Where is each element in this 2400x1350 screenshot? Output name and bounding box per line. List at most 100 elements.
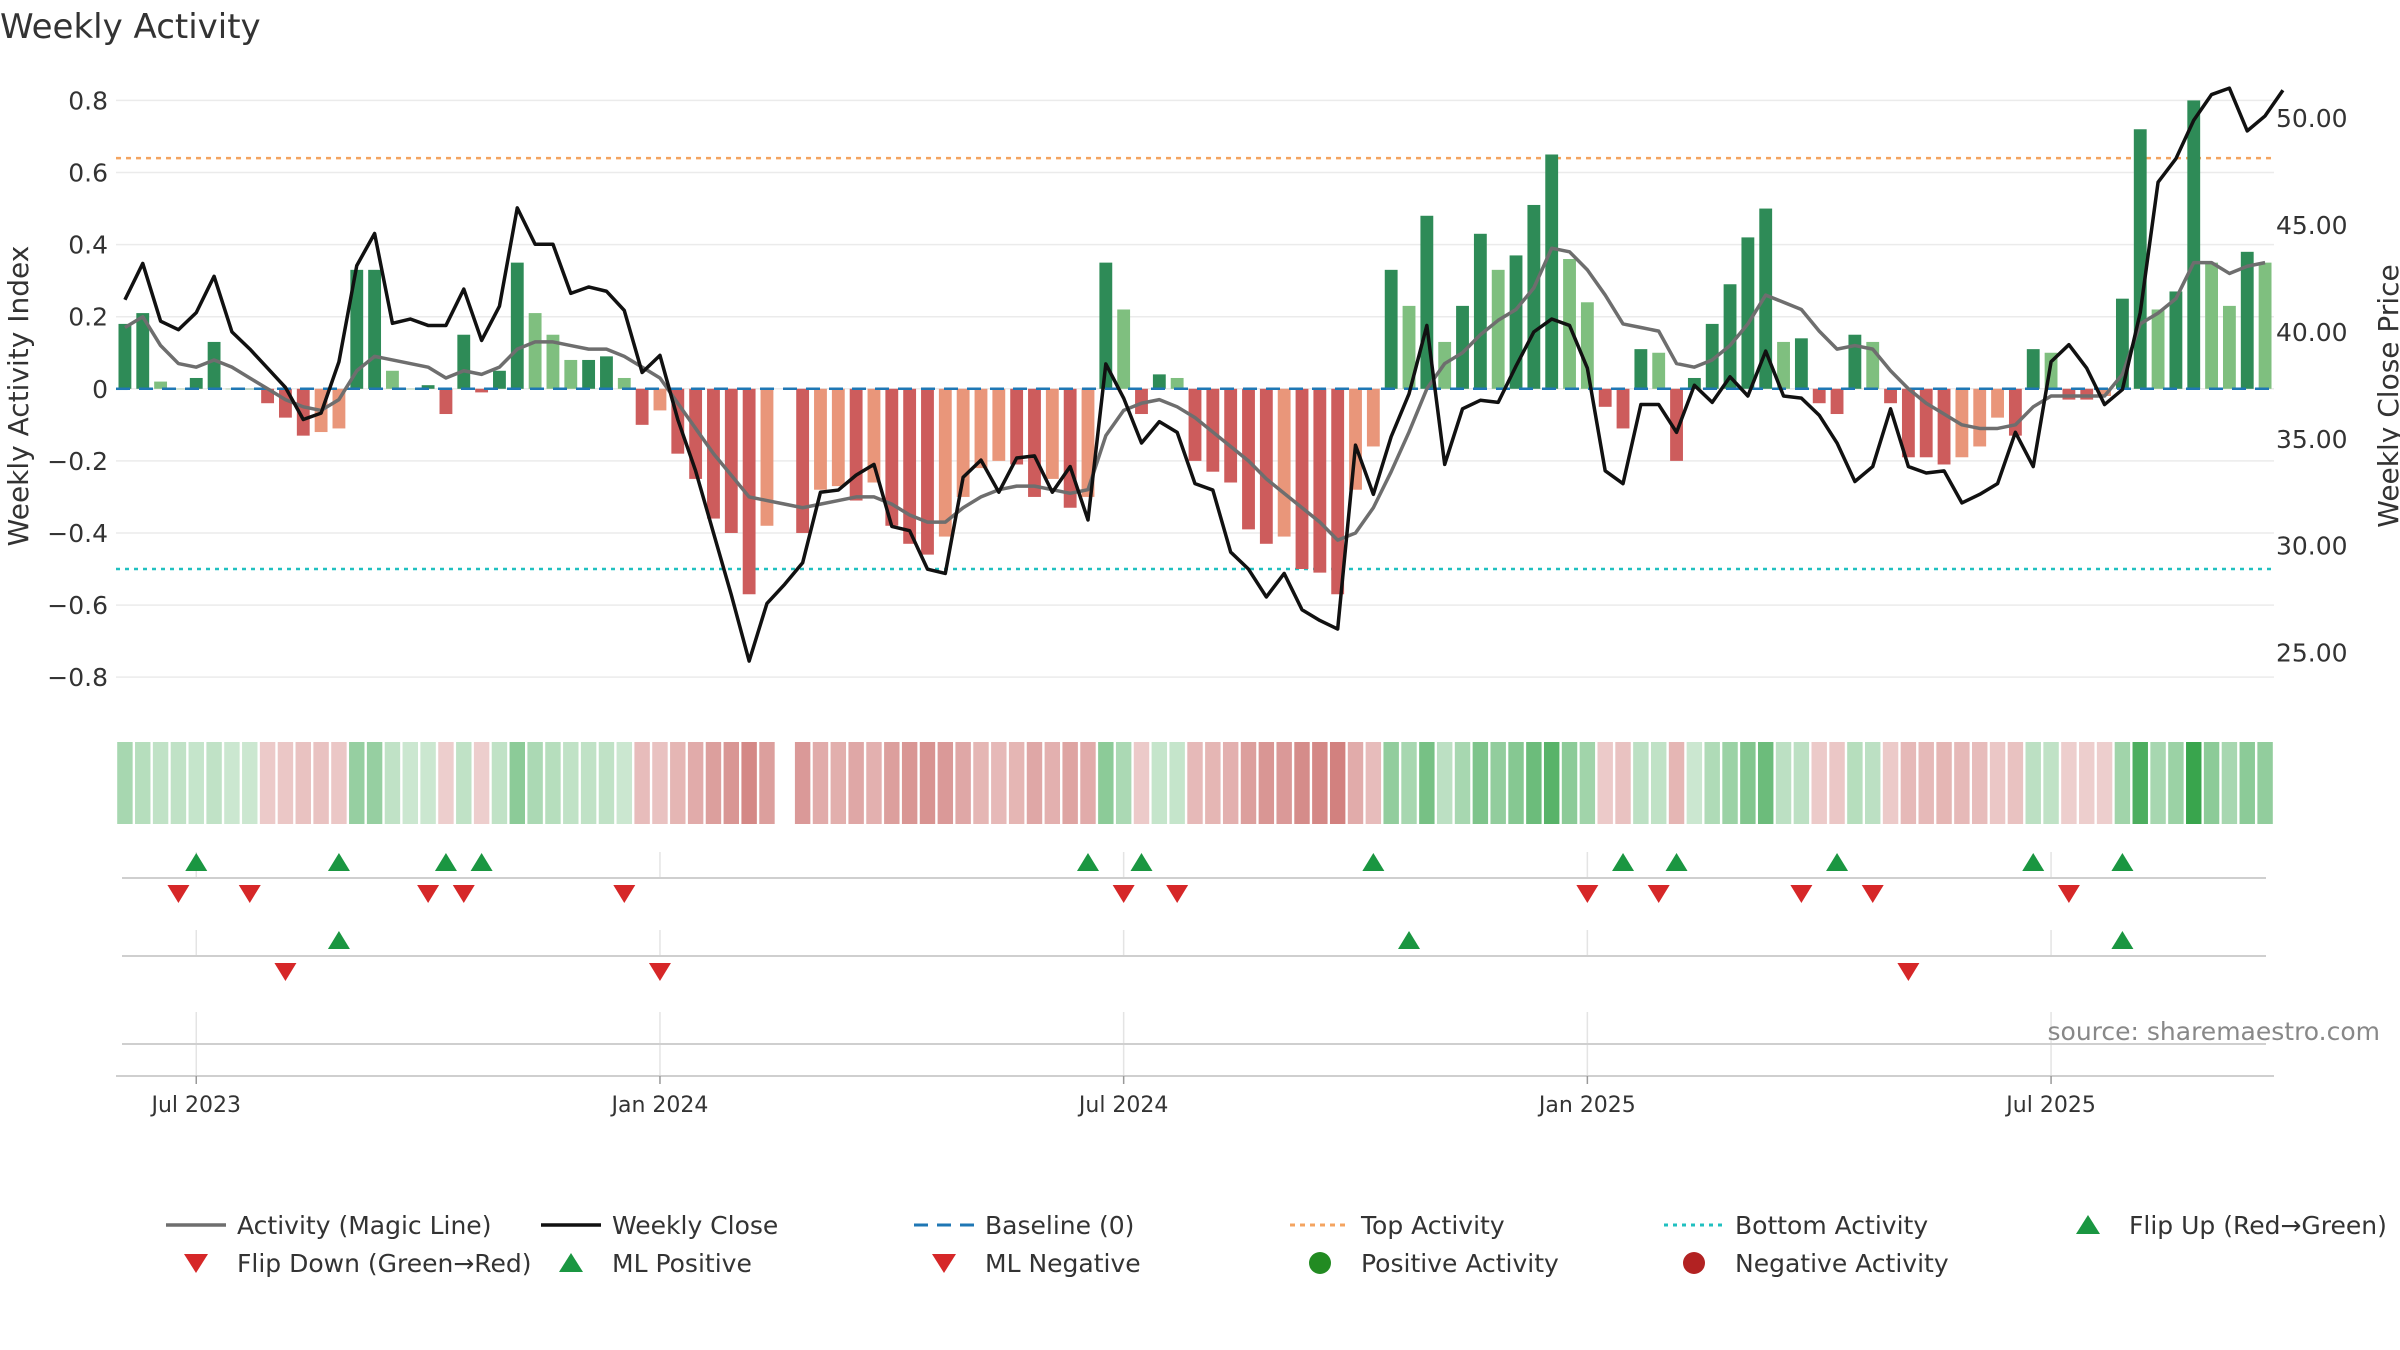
source-label: source: sharemaestro.com	[2048, 1017, 2381, 1046]
activity-bar	[903, 388, 917, 544]
weekly-close-line	[123, 86, 2285, 663]
strip-cell	[1865, 742, 1881, 824]
legend: Activity (Magic Line) Weekly Close Baselin…	[166, 1211, 2387, 1278]
strip-cell	[1936, 742, 1952, 824]
activity-bar	[136, 313, 150, 389]
strip-cell	[1454, 742, 1471, 824]
activity-bar	[1045, 388, 1059, 479]
legend-item: Baseline (0)	[914, 1211, 1134, 1240]
right-tick-label: 40.00	[2276, 318, 2348, 347]
strip-cell	[295, 742, 311, 824]
legend-swatch	[184, 1254, 208, 1273]
marker-up	[1612, 853, 1635, 871]
ml-markers-panel	[122, 930, 2266, 981]
activity-bar	[938, 388, 952, 537]
activity-bar	[1991, 388, 2004, 418]
left-tick-label: −0.2	[47, 447, 108, 476]
activity-strip	[117, 742, 2273, 824]
strip-cell	[1668, 742, 1685, 824]
strip-cell	[741, 742, 757, 824]
activity-bar	[796, 388, 810, 533]
x-tick-label: Jul 2025	[2004, 1093, 2096, 1118]
marker-down	[613, 885, 636, 903]
strip-cell	[313, 742, 329, 824]
strip-cell	[830, 742, 847, 824]
activity-bar	[2151, 309, 2165, 389]
marker-down	[1647, 885, 1670, 903]
activity-bar	[849, 388, 863, 501]
strip-cell	[170, 742, 187, 824]
activity-bar	[1634, 349, 1648, 389]
marker-down	[1861, 885, 1884, 903]
strip-cell	[1294, 742, 1310, 824]
activity-bar	[154, 381, 168, 389]
activity-bar	[1687, 377, 1701, 389]
strip-cell	[1115, 742, 1132, 824]
right-tick-label: 35.00	[2276, 425, 2348, 454]
strip-cell	[812, 742, 829, 824]
activity-bar	[2205, 262, 2218, 389]
activity-bar	[350, 269, 364, 389]
strip-cell	[527, 742, 543, 824]
activity-bar	[1135, 388, 1148, 415]
activity-bar	[207, 341, 221, 389]
left-tick-label: −0.4	[47, 519, 108, 548]
left-axis-label: Weekly Activity Index	[2, 246, 35, 547]
strip-cell	[919, 742, 936, 824]
marker-down	[238, 885, 261, 903]
strip-cell	[1526, 742, 1542, 824]
marker-down	[417, 885, 440, 903]
legend-item: Weekly Close	[541, 1211, 778, 1240]
marker-up	[2022, 853, 2045, 871]
strip-cell	[2203, 742, 2220, 824]
x-axis-ticks: Jul 2023 Jan 2024 Jul 2024 Jan 2025 Jul 2025	[149, 1076, 2096, 1118]
activity-bar	[921, 388, 934, 555]
strip-cell	[1704, 742, 1720, 824]
legend-item: Bottom Activity	[1664, 1211, 1928, 1240]
activity-bar	[1259, 388, 1273, 544]
strip-cell	[1740, 742, 1756, 824]
activity-bar	[1937, 388, 1951, 465]
activity-bar	[1081, 388, 1095, 497]
activity-bar	[1117, 309, 1131, 389]
activity-bar	[617, 377, 631, 389]
strip-cell	[224, 742, 240, 824]
activity-bar	[1170, 377, 1184, 389]
activity-bar	[386, 370, 399, 389]
activity-bar	[546, 334, 560, 389]
activity-bar	[1848, 334, 1862, 389]
legend-item: Positive Activity	[1309, 1249, 1559, 1278]
activity-bar	[172, 388, 185, 390]
activity-bar	[1313, 388, 1327, 573]
legend-swatch	[2076, 1215, 2100, 1234]
strip-cell	[242, 742, 258, 824]
marker-down	[1576, 885, 1599, 903]
activity-bar	[403, 388, 417, 390]
activity-bar	[457, 334, 471, 389]
strip-cell	[2186, 742, 2202, 824]
strip-cell	[1276, 742, 1292, 824]
strip-cell	[1508, 742, 1524, 824]
activity-bar	[1456, 305, 1469, 389]
strip-cell	[1222, 742, 1239, 824]
activity-bar	[600, 356, 613, 389]
strip-cell	[2132, 742, 2148, 824]
activity-bar	[2222, 305, 2236, 389]
activity-bar	[2026, 349, 2040, 389]
legend-swatch	[932, 1254, 956, 1273]
strip-cell	[117, 742, 133, 824]
strip-cell	[937, 742, 954, 824]
strip-cell	[2257, 742, 2273, 824]
strip-cell	[973, 742, 989, 824]
strip-cell	[2007, 742, 2024, 824]
legend-label: Weekly Close	[612, 1211, 778, 1240]
strip-cell	[1989, 742, 2006, 824]
strip-cell	[152, 742, 169, 824]
reference-lines	[116, 156, 2274, 571]
chart-title: Weekly Activity	[0, 7, 261, 47]
strip-cell	[1080, 742, 1096, 824]
legend-label: Baseline (0)	[985, 1211, 1134, 1240]
activity-bar	[2240, 251, 2254, 389]
marker-up	[1076, 853, 1099, 871]
left-tick-label: 0.8	[68, 86, 108, 115]
